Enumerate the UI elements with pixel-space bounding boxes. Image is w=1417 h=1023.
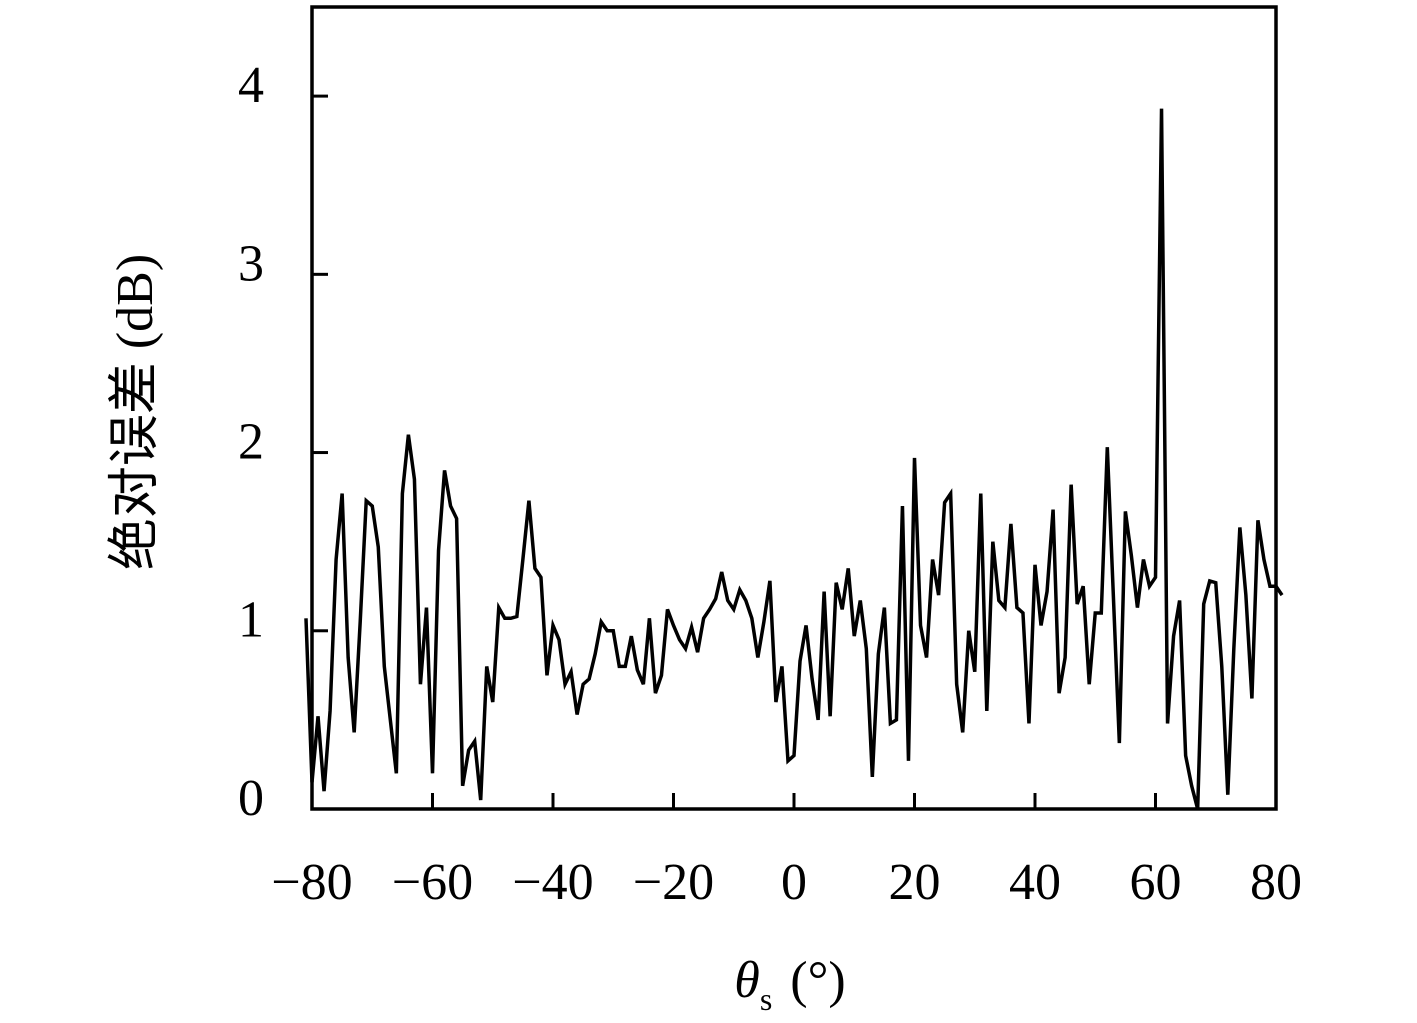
y-tick-label: 3: [238, 235, 264, 292]
x-tick-label: −80: [271, 854, 352, 911]
x-label-subscript: s: [760, 981, 772, 1017]
data-line: [304, 108, 1284, 810]
plot-frame: [310, 5, 1278, 811]
x-tick-label: −60: [392, 854, 473, 911]
x-tick-label: 40: [1009, 854, 1061, 911]
x-tick-label: −20: [633, 854, 714, 911]
x-tick-label: 0: [781, 854, 807, 911]
y-axis-label: 绝对误差 (dB): [107, 254, 164, 570]
y-tick-label: 1: [238, 592, 264, 649]
y-tick-label: 4: [238, 57, 264, 114]
y-tick-label: 2: [238, 413, 264, 470]
x-tick-label: −40: [512, 854, 593, 911]
x-tick-label: 20: [889, 854, 941, 911]
x-tick-label: 80: [1250, 854, 1302, 911]
x-tick-label: 60: [1130, 854, 1182, 911]
y-tick-label: 0: [238, 770, 264, 827]
x-label-unit: (°): [790, 952, 845, 1009]
x-label-symbol: θ: [734, 952, 760, 1009]
x-axis-label: θs (°): [734, 952, 845, 1017]
